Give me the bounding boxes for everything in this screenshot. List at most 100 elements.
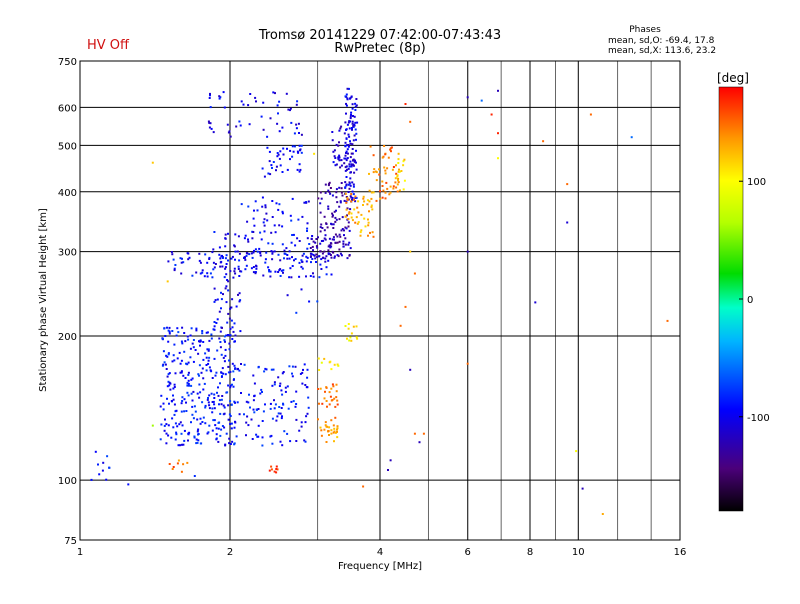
echo-point [252,399,255,402]
y-tick-label: 200 [58,332,77,343]
echo-point [218,253,221,256]
echo-point [354,105,357,108]
echo-point [336,425,339,428]
echo-point [193,436,196,439]
echo-point [298,429,301,432]
echo-point [345,152,347,154]
echo-point [167,329,170,332]
echo-point [224,266,227,269]
echo-point [323,237,326,240]
echo-point [230,306,233,309]
echo-point [288,250,291,253]
echo-point [269,407,272,410]
echo-point [193,475,196,477]
echo-point [220,403,223,406]
echo-point [291,234,294,236]
echo-point [324,238,327,241]
echo-point [203,382,206,385]
echo-point [342,240,345,243]
echo-point [371,208,374,211]
echo-point [165,354,168,357]
echo-point [306,256,309,259]
echo-point [243,363,246,366]
echo-point [347,183,350,186]
echo-point [244,234,247,237]
colorbar-ticks: 100 0 -100 [739,177,770,424]
echo-point [216,349,219,352]
echo-point [337,364,340,367]
echo-point [217,386,219,389]
echo-point [386,187,389,190]
echo-point [409,120,412,123]
echo-point [163,429,166,432]
echo-point [355,336,358,339]
echo-point [195,438,198,441]
echo-point [319,250,322,253]
echo-point [352,125,355,127]
echo-point [199,272,202,275]
echo-point [227,289,230,292]
echo-point [337,255,340,258]
echo-point [225,263,228,265]
echo-point [282,153,285,156]
echo-point [344,144,347,147]
echo-point [231,338,234,340]
echo-point [312,249,314,252]
echo-point [392,187,395,190]
echo-point [325,441,328,443]
echo-point [180,261,183,264]
echo-point [228,442,231,445]
echo-point [384,169,387,172]
echo-point [370,204,373,207]
echo-point [287,407,290,410]
echo-point [388,193,391,196]
echo-point [289,267,292,270]
echo-point [181,424,184,427]
echo-point [274,270,277,273]
echo-point [338,240,341,243]
echo-point [329,244,332,247]
echo-point [303,439,306,442]
echo-point [298,170,301,173]
echo-point [173,383,176,386]
echo-point [260,115,263,118]
echo-point [312,253,315,256]
echo-point [328,191,331,193]
echo-point [225,432,228,435]
echo-point [345,200,348,203]
echo-point [232,385,235,388]
echo-point [221,395,224,397]
echo-point [333,427,336,430]
echo-point [253,394,256,397]
echo-point [250,418,253,421]
echo-point [333,155,336,158]
echo-point [199,391,202,394]
echo-point [300,425,303,428]
echo-point [174,422,177,425]
echo-point [366,203,369,206]
echo-point [192,346,195,349]
echo-point [351,127,353,129]
echo-point [265,368,268,371]
echo-point [271,417,274,420]
echo-point [258,247,261,250]
echo-point [348,135,351,138]
echo-point [466,362,469,365]
echo-point [257,366,260,369]
echo-point [348,182,351,185]
echo-point [223,106,226,109]
echo-point [211,429,214,432]
echo-point [187,433,190,436]
echo-point [224,373,227,376]
echo-point [324,390,326,393]
echo-point [261,205,264,208]
echo-point [211,401,214,403]
echo-point [210,337,213,340]
echo-point [306,230,308,232]
echo-point [220,298,223,301]
echo-point [278,100,281,103]
echo-point [227,232,229,235]
echo-point [239,330,242,333]
echo-point [264,403,266,406]
